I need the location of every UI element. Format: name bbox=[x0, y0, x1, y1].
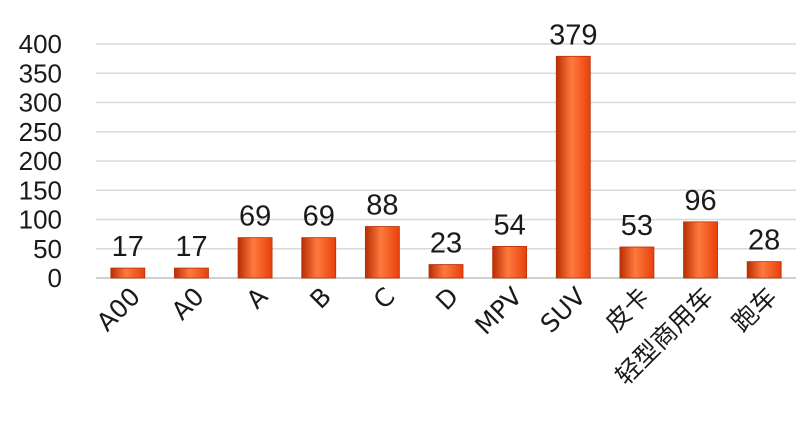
bar bbox=[555, 55, 591, 279]
bar bbox=[428, 264, 464, 279]
x-tick-label: A00 bbox=[91, 282, 146, 337]
x-tick-label: 皮卡 bbox=[599, 282, 655, 338]
x-tick-label: B bbox=[304, 282, 337, 315]
data-label: 69 bbox=[303, 201, 335, 233]
y-tick-label: 250 bbox=[19, 117, 62, 147]
y-tick-label: 200 bbox=[19, 146, 62, 176]
y-tick-label: 150 bbox=[19, 175, 62, 205]
bar bbox=[110, 267, 146, 279]
x-tick-label: D bbox=[430, 282, 464, 316]
y-tick-label: 350 bbox=[19, 58, 62, 88]
x-tick-label: 跑车 bbox=[727, 282, 783, 338]
bar bbox=[364, 226, 400, 279]
data-label: 88 bbox=[366, 190, 398, 222]
y-tick-label: 400 bbox=[19, 29, 62, 59]
bar bbox=[237, 237, 273, 279]
x-tick-label: MPV bbox=[469, 282, 528, 341]
bar bbox=[174, 267, 209, 279]
bar bbox=[746, 261, 782, 279]
bar bbox=[619, 246, 655, 279]
data-label: 23 bbox=[430, 228, 462, 260]
x-tick-label: A bbox=[241, 282, 274, 315]
bar bbox=[492, 246, 528, 279]
y-tick-label: 300 bbox=[19, 88, 62, 118]
data-label: 54 bbox=[494, 209, 526, 241]
bars bbox=[110, 55, 782, 279]
y-tick-label: 50 bbox=[33, 234, 62, 264]
data-labels: 17 17 69 69 88 23 54 379 53 96 28 bbox=[112, 19, 781, 263]
bar bbox=[683, 221, 718, 279]
x-tick-label: C bbox=[368, 282, 401, 315]
grid-lines bbox=[96, 43, 796, 279]
x-tick-label: A0 bbox=[166, 282, 210, 326]
data-label: 17 bbox=[112, 231, 144, 263]
data-label: 69 bbox=[239, 201, 271, 233]
data-label: 53 bbox=[621, 210, 653, 242]
data-label: 379 bbox=[549, 19, 597, 51]
data-label: 17 bbox=[175, 231, 207, 263]
data-label: 28 bbox=[748, 225, 780, 257]
x-tick-label: SUV bbox=[535, 282, 592, 339]
bar bbox=[301, 237, 337, 279]
y-tick-label: 0 bbox=[48, 263, 62, 293]
y-tick-label: 100 bbox=[19, 205, 62, 235]
data-label: 96 bbox=[684, 185, 716, 217]
